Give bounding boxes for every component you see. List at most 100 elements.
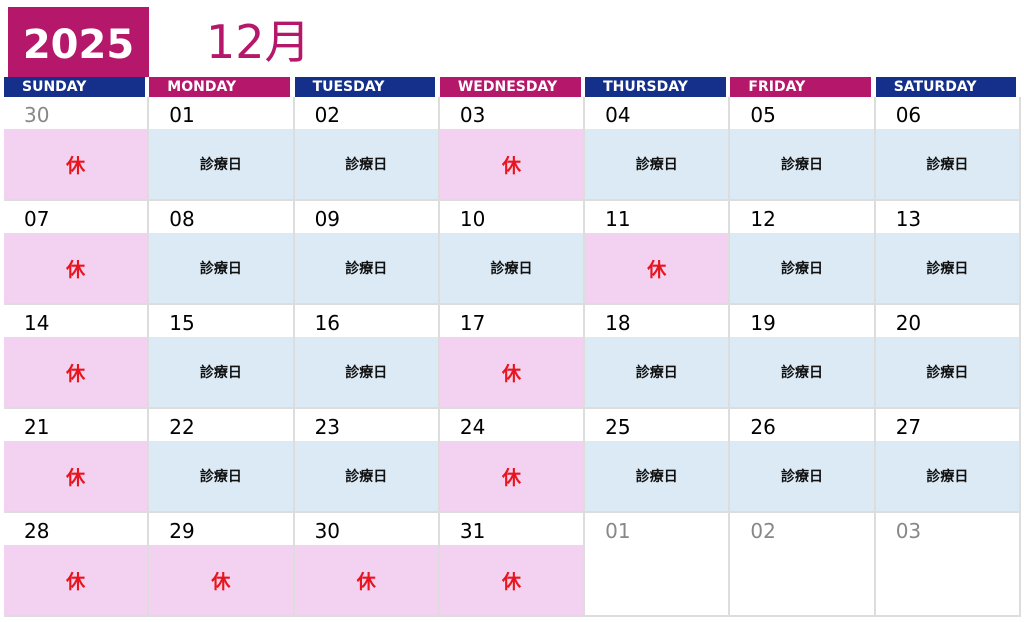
clinic-day-label: 診療日 bbox=[585, 129, 729, 199]
closed-label: 休 bbox=[149, 545, 293, 615]
week-row: 30 休 01 診療日 02 診療日 03 休 04 診療日 05 診療日 06 診療日 bbox=[4, 97, 1021, 201]
day-cell[interactable]: 13 診療日 bbox=[875, 201, 1021, 305]
day-cell[interactable]: 24 休 bbox=[439, 409, 586, 513]
closed-label: 休 bbox=[4, 233, 148, 303]
day-number: 24 bbox=[459, 415, 486, 439]
closed-label: 休 bbox=[4, 129, 148, 199]
day-number: 29 bbox=[169, 519, 195, 543]
day-cell[interactable]: 06 診療日 bbox=[875, 97, 1021, 201]
day-number: 04 bbox=[605, 103, 631, 127]
week-row: 07 休 08 診療日 09 診療日 10 診療日 11 休 12 診療日 13 診療日 bbox=[4, 201, 1021, 305]
day-number: 16 bbox=[314, 311, 341, 335]
day-cell[interactable]: 31 休 bbox=[439, 513, 586, 617]
day-number: 05 bbox=[750, 103, 776, 127]
day-cell[interactable]: 16 診療日 bbox=[294, 305, 440, 409]
day-cell[interactable]: 15 診療日 bbox=[149, 305, 295, 409]
day-cell[interactable]: 11 休 bbox=[585, 201, 731, 305]
day-number: 10 bbox=[459, 207, 486, 231]
day-number: 06 bbox=[895, 103, 922, 127]
calendar-grid: SUNDAY MONDAY TUESDAY WEDNESDAY THURSDAY FRID… bbox=[4, 77, 1021, 617]
day-number: 02 bbox=[314, 103, 341, 127]
day-cell[interactable]: 25 診療日 bbox=[585, 409, 731, 513]
clinic-day-label: 診療日 bbox=[294, 233, 438, 303]
closed-label: 休 bbox=[4, 545, 148, 615]
clinic-day-label: 診療日 bbox=[149, 233, 293, 303]
day-number: 30 bbox=[24, 103, 50, 127]
week-row: 28 休 29 休 30 休 31 休 01 02 03 bbox=[4, 513, 1021, 617]
empty-status bbox=[585, 545, 729, 615]
day-cell[interactable]: 29 休 bbox=[149, 513, 295, 617]
day-number: 17 bbox=[459, 311, 486, 335]
weekday-sunday: SUNDAY bbox=[4, 77, 145, 97]
day-cell[interactable]: 17 休 bbox=[439, 305, 586, 409]
weekday-friday: FRIDAY bbox=[730, 77, 872, 97]
empty-status bbox=[875, 545, 1019, 615]
day-number: 11 bbox=[605, 207, 631, 231]
day-cell[interactable]: 10 診療日 bbox=[439, 201, 586, 305]
day-number: 09 bbox=[314, 207, 341, 231]
day-cell[interactable]: 30 休 bbox=[4, 97, 150, 201]
day-number: 28 bbox=[24, 519, 50, 543]
day-cell[interactable]: 22 診療日 bbox=[149, 409, 295, 513]
day-cell[interactable]: 02 bbox=[730, 513, 876, 617]
day-cell[interactable]: 19 診療日 bbox=[730, 305, 876, 409]
clinic-day-label: 診療日 bbox=[730, 233, 874, 303]
day-cell[interactable]: 01 診療日 bbox=[149, 97, 295, 201]
closed-label: 休 bbox=[439, 545, 584, 615]
day-number: 30 bbox=[314, 519, 341, 543]
clinic-day-label: 診療日 bbox=[730, 441, 874, 511]
day-cell[interactable]: 23 診療日 bbox=[294, 409, 440, 513]
week-row: 14 休 15 診療日 16 診療日 17 休 18 診療日 19 診療日 20 診療日 bbox=[4, 305, 1021, 409]
clinic-day-label: 診療日 bbox=[294, 337, 438, 407]
clinic-day-label: 診療日 bbox=[875, 129, 1019, 199]
day-number: 20 bbox=[895, 311, 922, 335]
day-number: 18 bbox=[605, 311, 631, 335]
day-cell[interactable]: 05 診療日 bbox=[730, 97, 876, 201]
weekday-header: SUNDAY MONDAY TUESDAY WEDNESDAY THURSDAY FRID… bbox=[4, 77, 1021, 97]
day-cell[interactable]: 08 診療日 bbox=[149, 201, 295, 305]
day-cell[interactable]: 03 bbox=[875, 513, 1021, 617]
calendar-weeks: 30 休 01 診療日 02 診療日 03 休 04 診療日 05 診療日 06 診療日 07 休 08 診療日 0… bbox=[4, 97, 1021, 617]
closed-label: 休 bbox=[4, 337, 148, 407]
clinic-day-label: 診療日 bbox=[875, 441, 1019, 511]
weekday-saturday: SATURDAY bbox=[875, 77, 1017, 97]
day-number: 23 bbox=[314, 415, 341, 439]
clinic-day-label: 診療日 bbox=[730, 129, 874, 199]
clinic-day-label: 診療日 bbox=[585, 337, 729, 407]
weekday-wednesday: WEDNESDAY bbox=[439, 77, 581, 97]
day-cell[interactable]: 03 休 bbox=[439, 97, 586, 201]
closed-label: 休 bbox=[4, 441, 148, 511]
day-number: 31 bbox=[459, 519, 486, 543]
clinic-day-label: 診療日 bbox=[149, 129, 293, 199]
day-number: 14 bbox=[24, 311, 50, 335]
day-cell[interactable]: 01 bbox=[585, 513, 731, 617]
day-cell[interactable]: 02 診療日 bbox=[294, 97, 440, 201]
weekday-thursday: THURSDAY bbox=[585, 77, 726, 97]
day-cell[interactable]: 26 診療日 bbox=[730, 409, 876, 513]
day-cell[interactable]: 09 診療日 bbox=[294, 201, 440, 305]
weekday-tuesday: TUESDAY bbox=[294, 77, 436, 97]
day-cell[interactable]: 27 診療日 bbox=[875, 409, 1021, 513]
week-row: 21 休 22 診療日 23 診療日 24 休 25 診療日 26 診療日 27 診療日 bbox=[4, 409, 1021, 513]
day-cell[interactable]: 18 診療日 bbox=[585, 305, 731, 409]
day-number: 27 bbox=[895, 415, 922, 439]
clinic-day-label: 診療日 bbox=[730, 337, 874, 407]
day-cell[interactable]: 14 休 bbox=[4, 305, 150, 409]
day-number: 25 bbox=[605, 415, 631, 439]
day-number: 26 bbox=[750, 415, 776, 439]
clinic-day-label: 診療日 bbox=[439, 233, 584, 303]
day-cell[interactable]: 12 診療日 bbox=[730, 201, 876, 305]
day-cell[interactable]: 30 休 bbox=[294, 513, 440, 617]
day-cell[interactable]: 20 診療日 bbox=[875, 305, 1021, 409]
day-number: 22 bbox=[169, 415, 195, 439]
clinic-day-label: 診療日 bbox=[294, 441, 438, 511]
clinic-day-label: 診療日 bbox=[149, 337, 293, 407]
closed-label: 休 bbox=[294, 545, 438, 615]
day-cell[interactable]: 07 休 bbox=[4, 201, 150, 305]
day-cell[interactable]: 04 診療日 bbox=[585, 97, 731, 201]
day-cell[interactable]: 28 休 bbox=[4, 513, 150, 617]
day-number: 01 bbox=[605, 519, 631, 543]
clinic-day-label: 診療日 bbox=[875, 337, 1019, 407]
month-title: 12月 bbox=[206, 15, 311, 69]
day-cell[interactable]: 21 休 bbox=[4, 409, 150, 513]
